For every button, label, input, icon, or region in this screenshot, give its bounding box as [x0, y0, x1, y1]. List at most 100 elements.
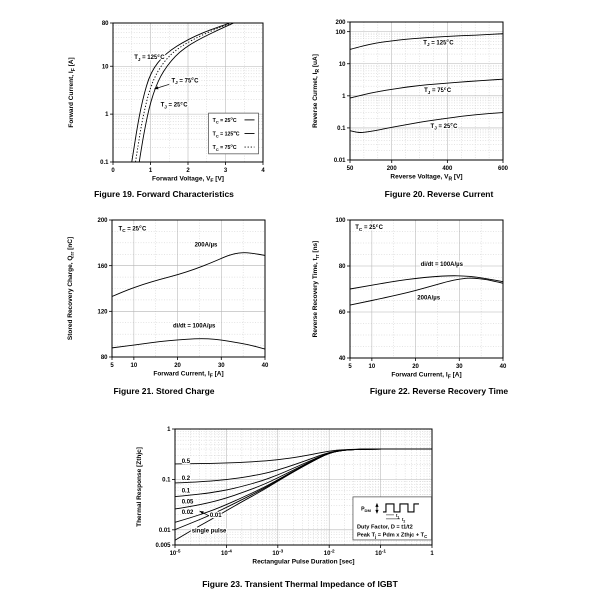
figure-23-plot: 10-5 10-4 10-3 10-2 10-1 1 1 0.1 0.01 0.005 Rectan… [113, 400, 487, 577]
svg-text:10: 10 [369, 364, 376, 370]
figure-21: 5 10 20 30 40 80 120 160 200 Forward Current, IF … [28, 193, 300, 396]
svg-text:TC = 75oC: TC = 75oC [213, 143, 237, 152]
svg-text:10-3: 10-3 [272, 549, 283, 557]
svg-text:200: 200 [335, 20, 346, 26]
svg-text:Peak Tj = Pdm x Zthjc + TC: Peak Tj = Pdm x Zthjc + TC [357, 532, 428, 539]
svg-text:160: 160 [97, 264, 108, 270]
figure-20-plot: 50 200 400 600 0.01 0.1 1 10 100 200 Reverse Volta… [303, 10, 575, 187]
figure-23-canvas: 10-5 10-4 10-3 10-2 10-1 1 1 0.1 0.01 0.005 Rectan… [136, 427, 434, 566]
svg-text:40: 40 [500, 364, 507, 370]
figure-22-caption: Figure 22. Reverse Recovery Time [369, 386, 509, 396]
svg-text:Forward Current, IF [A]: Forward Current, IF [A] [391, 372, 461, 380]
svg-text:40: 40 [262, 363, 269, 369]
figure-19-plot: 0 1 2 3 4 0.1 1 10 80 Forward Voltage, VF [V] Forw… [28, 10, 300, 187]
svg-text:Forward Current, IF [A]: Forward Current, IF [A] [153, 371, 223, 380]
figure-21-plot: 5 10 20 30 40 80 120 160 200 Forward Current, IF … [28, 193, 300, 384]
svg-text:200: 200 [97, 218, 108, 224]
svg-text:10-2: 10-2 [324, 549, 335, 557]
svg-text:0.1: 0.1 [182, 488, 191, 494]
svg-text:t2: t2 [402, 517, 405, 524]
svg-text:4: 4 [261, 168, 265, 174]
svg-text:3: 3 [224, 168, 228, 174]
svg-text:400: 400 [442, 166, 453, 172]
svg-text:Thermal Response [Zthjc]: Thermal Response [Zthjc] [136, 447, 143, 527]
svg-text:0.05: 0.05 [182, 499, 194, 505]
svg-text:30: 30 [456, 364, 463, 370]
svg-text:2: 2 [186, 168, 190, 174]
svg-text:Reverse Curmet, IR [uA]: Reverse Curmet, IR [uA] [312, 54, 321, 128]
svg-text:1: 1 [149, 168, 153, 174]
svg-text:80: 80 [339, 264, 346, 270]
svg-text:0.1: 0.1 [100, 160, 109, 166]
svg-text:200: 200 [387, 166, 398, 172]
figure-22-canvas: 5 10 20 30 40 40 60 80 100 Forward Current, IF [A… [312, 218, 507, 380]
svg-text:0.01: 0.01 [334, 158, 346, 164]
svg-text:1: 1 [342, 94, 346, 100]
svg-text:Forward Voltage, VF [V]: Forward Voltage, VF [V] [152, 176, 224, 183]
svg-text:di/dt = 100A/µs: di/dt = 100A/µs [421, 262, 464, 268]
svg-text:0.01: 0.01 [159, 528, 171, 534]
svg-text:80: 80 [101, 355, 108, 361]
svg-text:TJ = 75oC: TJ = 75oC [172, 76, 200, 85]
svg-text:0.01: 0.01 [210, 513, 222, 519]
svg-text:100: 100 [335, 218, 346, 224]
svg-text:80: 80 [102, 21, 109, 27]
svg-text:10: 10 [131, 363, 138, 369]
svg-text:TC = 25oC: TC = 25oC [213, 115, 237, 124]
figure-23-caption: Figure 23. Transient Thermal Impedance o… [202, 579, 398, 589]
svg-text:TC = 25oC: TC = 25oC [355, 223, 383, 232]
svg-text:10-4: 10-4 [221, 549, 232, 557]
svg-text:Stored Recovery Charge, Qrr [n: Stored Recovery Charge, Qrr [nC] [67, 237, 76, 340]
svg-text:Rectangular Pulse Duration [se: Rectangular Pulse Duration [sec] [252, 559, 354, 566]
svg-text:600: 600 [498, 166, 509, 172]
figure-21-caption: Figure 21. Stored Charge [113, 386, 215, 396]
svg-text:TC = 25oC: TC = 25oC [119, 224, 147, 233]
svg-text:0.02: 0.02 [182, 510, 194, 516]
svg-text:TJ = 25oC: TJ = 25oC [431, 122, 459, 131]
svg-text:single pulse: single pulse [192, 529, 227, 535]
svg-text:0.005: 0.005 [155, 543, 171, 549]
svg-text:0.1: 0.1 [337, 126, 346, 132]
svg-text:20: 20 [412, 364, 419, 370]
svg-text:20: 20 [174, 363, 181, 369]
figure-19-canvas: 0 1 2 3 4 0.1 1 10 80 Forward Voltage, VF [V] Forw… [68, 21, 265, 184]
svg-text:50: 50 [347, 166, 354, 172]
svg-text:120: 120 [97, 309, 108, 315]
svg-text:Reverse Recovery Time, trr [ns: Reverse Recovery Time, trr [ns] [312, 241, 321, 338]
figure-20: 50 200 400 600 0.01 0.1 1 10 100 200 Reverse Volta… [303, 10, 575, 199]
svg-text:200A/µs: 200A/µs [195, 242, 218, 248]
svg-text:0.5: 0.5 [182, 459, 191, 465]
svg-text:0.2: 0.2 [182, 476, 191, 482]
svg-text:Forward Current, IF [A]: Forward Current, IF [A] [68, 57, 77, 127]
svg-text:Reverse Voltage, VR [V]: Reverse Voltage, VR [V] [390, 174, 462, 183]
svg-text:t1: t1 [396, 513, 399, 520]
svg-text:0: 0 [111, 168, 115, 174]
svg-text:200A/µs: 200A/µs [417, 295, 440, 301]
figure-21-canvas: 5 10 20 30 40 80 120 160 200 Forward Current, IF … [67, 218, 269, 380]
figure-19-caption: Figure 19. Forward Characteristics [94, 189, 234, 199]
svg-text:60: 60 [339, 310, 346, 316]
svg-text:di/dt = 100A/µs: di/dt = 100A/µs [173, 323, 216, 329]
svg-text:1: 1 [105, 112, 109, 118]
svg-text:5: 5 [348, 364, 352, 370]
figure-22: 5 10 20 30 40 40 60 80 100 Forward Current, IF [A… [303, 193, 575, 396]
figure-20-canvas: 50 200 400 600 0.01 0.1 1 10 100 200 Reverse Volta… [312, 20, 509, 183]
svg-text:TC = 125oC: TC = 125oC [213, 129, 240, 138]
figure-20-caption: Figure 20. Reverse Current [384, 189, 494, 199]
svg-text:10: 10 [102, 64, 109, 70]
svg-text:TJ = 75oC: TJ = 75oC [424, 86, 452, 95]
svg-text:Duty Factor, D = t1/t2: Duty Factor, D = t1/t2 [357, 524, 413, 530]
figure-22-plot: 5 10 20 30 40 40 60 80 100 Forward Current, IF [A… [303, 193, 575, 384]
svg-text:30: 30 [218, 363, 225, 369]
figure-19: 0 1 2 3 4 0.1 1 10 80 Forward Voltage, VF [V] Forw… [28, 10, 300, 199]
svg-text:PDM: PDM [361, 506, 371, 513]
svg-text:40: 40 [339, 356, 346, 362]
svg-text:1: 1 [430, 551, 434, 557]
svg-text:100: 100 [335, 30, 346, 36]
svg-text:TJ = 25oC: TJ = 25oC [161, 100, 189, 109]
figure-23: 10-5 10-4 10-3 10-2 10-1 1 1 0.1 0.01 0.005 Rectan… [113, 400, 487, 589]
svg-text:TJ = 125oC: TJ = 125oC [134, 53, 165, 62]
svg-text:5: 5 [110, 363, 114, 369]
svg-text:10: 10 [339, 62, 346, 68]
